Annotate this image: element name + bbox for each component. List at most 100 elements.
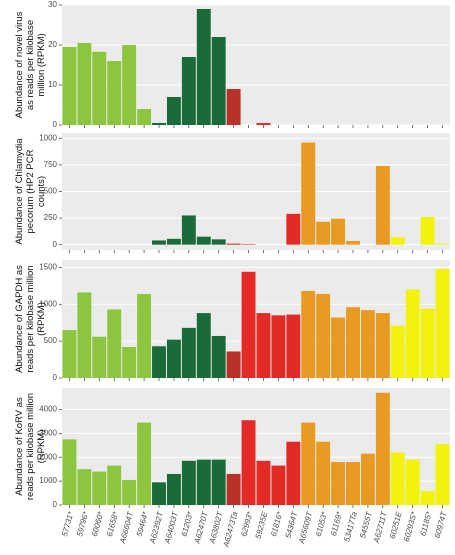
x-tick-label: A62473Ta [221, 510, 239, 549]
bar [166, 238, 181, 245]
y-axis-label: Abundance of KoRV as reads per kilobase … [13, 392, 47, 501]
bar [181, 57, 196, 125]
bar [390, 237, 405, 245]
bar [92, 51, 107, 125]
y-tick-label: 1000 [39, 299, 57, 308]
y-tick-label: 1000 [39, 476, 57, 485]
y-label-box: Abundance of novel virus as reads per ki… [14, 12, 47, 119]
bar [256, 313, 271, 378]
bar [331, 462, 346, 505]
bar [360, 453, 375, 505]
bar [152, 482, 166, 505]
bar [286, 213, 301, 245]
y-label-box: Abundance of KoRV as reads per kilobase … [13, 392, 47, 501]
x-tick-label: 60060* [90, 510, 105, 538]
y-tick-label: 0 [53, 120, 58, 129]
bar [420, 217, 435, 245]
bar [286, 441, 301, 505]
bar [62, 439, 77, 505]
bar [77, 469, 92, 505]
bar [226, 243, 241, 245]
bar [271, 315, 286, 378]
bar [152, 123, 166, 125]
bar [301, 422, 316, 505]
bar [390, 325, 405, 378]
y-label-box: Abundance of Chlamydia pecorum (HP2 PCR … [13, 138, 47, 245]
x-tick-label: 53417Ta [342, 510, 359, 543]
bar [346, 462, 360, 505]
bar [301, 142, 316, 245]
y-axis-label: Abundance of GAPDH as reads per kilobase… [13, 265, 47, 373]
bar [256, 460, 271, 505]
bar [226, 89, 241, 125]
y-tick-label: 1500 [39, 262, 57, 271]
bar [435, 444, 450, 505]
bar [211, 459, 226, 505]
x-tick-label: 60293S* [402, 510, 419, 543]
bar [256, 123, 271, 125]
bar [152, 240, 166, 245]
bar [211, 335, 226, 378]
y-tick-label: 0 [53, 373, 58, 382]
bar [137, 293, 152, 378]
bar [346, 307, 360, 378]
x-tick-label: A62711T [372, 510, 389, 545]
bar [77, 292, 92, 378]
x-tick-label: 60251E [388, 510, 404, 540]
bar [166, 473, 181, 505]
bar [226, 473, 241, 505]
y-tick-label: 0 [53, 240, 58, 249]
y-tick-label: 10 [48, 80, 57, 89]
x-tick-label: 60974T [433, 510, 449, 540]
bar [331, 218, 346, 245]
y-tick-label: 0 [53, 500, 58, 509]
bar [196, 236, 211, 245]
bar [375, 165, 390, 245]
bar [92, 336, 107, 378]
bar [77, 43, 92, 125]
bar [211, 239, 226, 245]
bar [241, 420, 256, 505]
bar [241, 271, 256, 378]
bar [241, 244, 256, 245]
y-tick-label: 1000 [39, 133, 57, 142]
x-tick-label: 57731* [60, 510, 75, 538]
y-tick-label: 2000 [39, 452, 57, 461]
y-tick-label: 500 [44, 187, 58, 196]
bar [375, 392, 390, 505]
y-tick-label: 4000 [39, 405, 57, 414]
bar [181, 215, 196, 245]
bar [331, 317, 346, 378]
bar [271, 465, 286, 505]
bar [107, 465, 122, 505]
y-tick-label: 500 [44, 336, 58, 345]
y-axis-label: Abundance of Chlamydia pecorum (HP2 PCR … [13, 138, 47, 245]
bar [196, 313, 211, 378]
bar [405, 459, 420, 505]
x-tick-label: 59235E [254, 510, 270, 540]
x-tick-label: 59796* [75, 510, 90, 538]
x-tick-label: 61169* [329, 510, 344, 537]
bar [435, 243, 450, 245]
bar [137, 109, 152, 125]
bar [122, 347, 137, 378]
bar [181, 460, 196, 505]
bar [107, 309, 122, 378]
bar [226, 351, 241, 378]
bar [420, 491, 435, 505]
bar [181, 327, 196, 378]
bar [196, 9, 211, 125]
bar [405, 289, 420, 378]
bar [360, 310, 375, 378]
y-tick-label: 250 [44, 213, 58, 222]
y-label-box: Abundance of GAPDH as reads per kilobase… [13, 265, 47, 373]
y-tick-label: 750 [44, 160, 58, 169]
x-tick-label: 54364T [284, 510, 300, 540]
x-tick-label: 59464* [135, 510, 150, 538]
bar [346, 240, 360, 245]
y-tick-label: 30 [48, 0, 57, 9]
y-tick-label: 3000 [39, 428, 57, 437]
x-tick-label: A64003T [163, 510, 181, 546]
bar [166, 339, 181, 378]
bar [137, 422, 152, 505]
